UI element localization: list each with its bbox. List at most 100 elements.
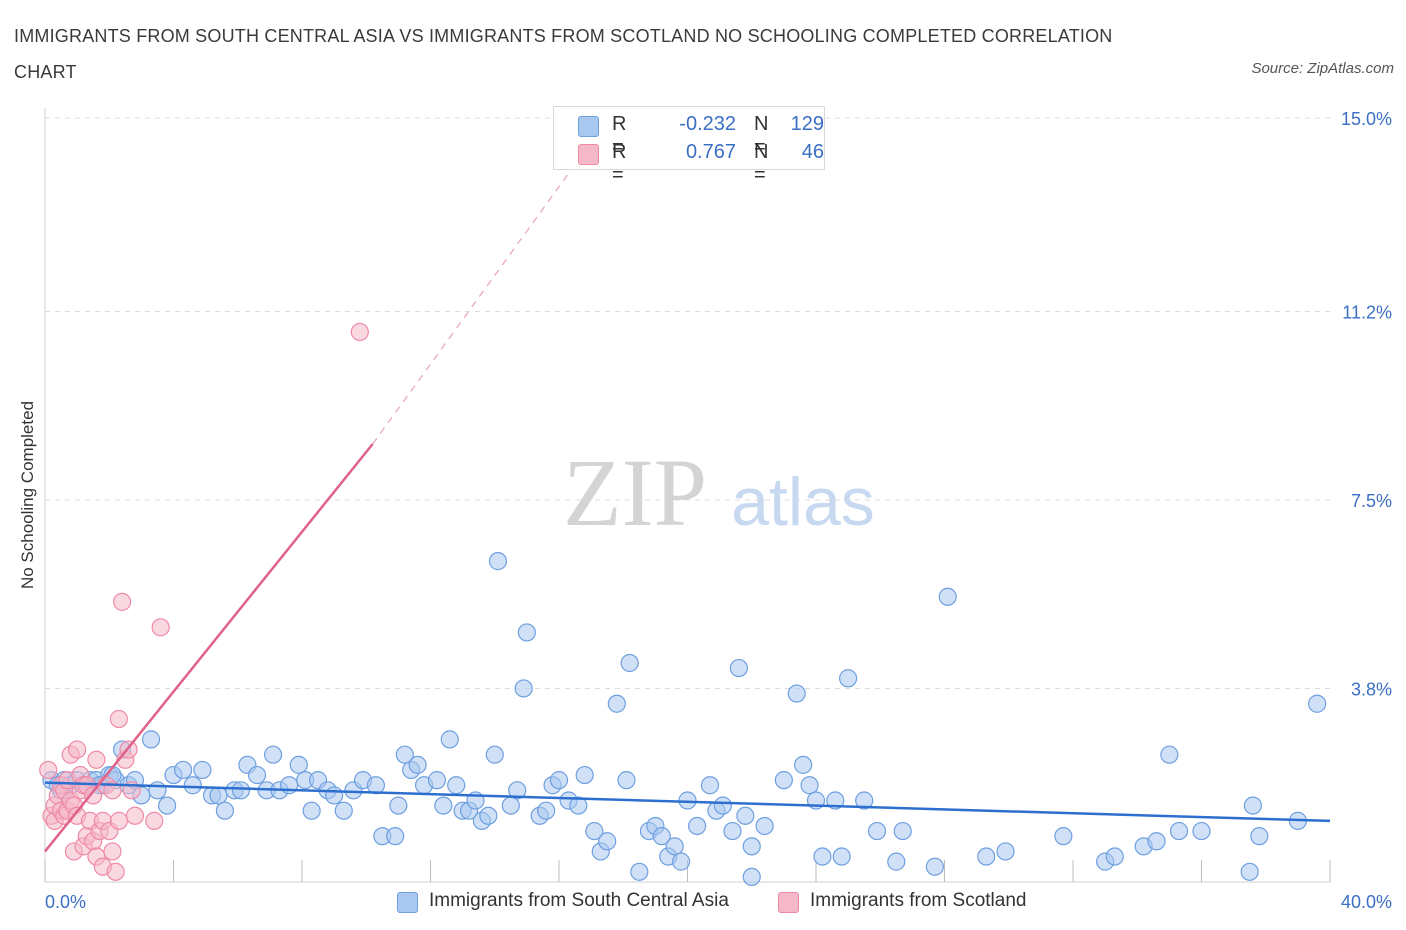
data-point bbox=[855, 791, 874, 810]
data-point bbox=[157, 796, 177, 815]
data-point bbox=[386, 827, 405, 846]
series-pink-points bbox=[39, 322, 369, 881]
data-point bbox=[106, 862, 125, 881]
x-tick-label: 0.0% bbox=[45, 892, 86, 912]
data-point bbox=[723, 821, 742, 841]
data-point bbox=[247, 765, 267, 785]
y-axis-label: No Schooling Completed bbox=[18, 400, 37, 590]
data-point bbox=[488, 552, 508, 571]
data-point bbox=[585, 821, 604, 841]
legend-swatch-pink bbox=[578, 144, 599, 165]
data-point bbox=[109, 709, 128, 729]
legend-r-label: R = bbox=[612, 141, 627, 186]
data-point bbox=[665, 837, 684, 856]
data-point bbox=[1240, 862, 1259, 881]
legend-r-value: -0.232 bbox=[679, 113, 736, 135]
data-point bbox=[1308, 694, 1327, 713]
data-point bbox=[174, 760, 193, 780]
legend-n-value: 46 bbox=[801, 141, 824, 163]
chart-title: IMMIGRANTS FROM SOUTH CENTRAL ASIA VS IM… bbox=[14, 26, 1113, 82]
data-point bbox=[193, 760, 212, 780]
data-point bbox=[569, 796, 588, 815]
data-point bbox=[103, 781, 122, 800]
data-point bbox=[109, 811, 128, 830]
legend-label: Immigrants from South Central Asia bbox=[429, 890, 729, 911]
source-label: Source: ZipAtlas.com bbox=[1251, 60, 1394, 77]
watermark-zip: ZIP bbox=[563, 439, 707, 546]
data-point bbox=[87, 750, 106, 769]
data-point bbox=[688, 816, 707, 836]
data-point bbox=[395, 745, 414, 764]
data-point bbox=[620, 653, 639, 673]
trend-lines bbox=[44, 168, 1331, 853]
data-point bbox=[549, 771, 569, 790]
data-point bbox=[103, 842, 122, 861]
data-point bbox=[427, 771, 447, 790]
legend-swatch-pink bbox=[778, 892, 799, 913]
data-point bbox=[755, 816, 774, 836]
data-point bbox=[575, 765, 594, 785]
data-point bbox=[263, 745, 283, 764]
trend-line-blue bbox=[44, 781, 1331, 823]
data-point bbox=[141, 730, 161, 749]
data-point bbox=[1105, 847, 1124, 866]
data-point bbox=[434, 796, 453, 815]
data-point bbox=[517, 623, 536, 642]
data-point bbox=[598, 832, 617, 851]
data-point bbox=[925, 857, 944, 876]
data-point bbox=[479, 806, 498, 825]
data-point bbox=[112, 592, 132, 611]
data-point bbox=[125, 806, 145, 825]
data-point bbox=[39, 760, 58, 780]
data-point bbox=[887, 852, 906, 871]
trend-line-pink bbox=[44, 443, 374, 853]
data-point bbox=[334, 801, 353, 820]
data-point bbox=[1192, 821, 1211, 841]
data-point bbox=[813, 847, 832, 866]
data-point bbox=[389, 796, 408, 815]
data-point bbox=[938, 587, 957, 606]
y-tick-label: 7.5% bbox=[1351, 491, 1392, 511]
data-point bbox=[617, 771, 636, 790]
x-tick-label: 40.0% bbox=[1341, 892, 1392, 912]
data-point bbox=[148, 781, 167, 800]
data-point bbox=[736, 806, 755, 825]
data-point bbox=[700, 776, 720, 795]
y-tick-label: 15.0% bbox=[1341, 109, 1392, 129]
data-point bbox=[774, 771, 793, 790]
data-point bbox=[151, 618, 170, 637]
data-point bbox=[325, 786, 344, 805]
watermark: ZIP atlas bbox=[563, 439, 875, 546]
data-point bbox=[1160, 745, 1179, 764]
data-point bbox=[1054, 827, 1073, 846]
data-point bbox=[447, 776, 466, 795]
tick-labels: 3.8% 7.5% 11.2% 15.0% 0.0% 40.0% bbox=[45, 109, 1392, 912]
y-tick-label: 11.2% bbox=[1342, 303, 1392, 323]
legend-n-label: N = bbox=[754, 141, 769, 186]
data-point bbox=[183, 776, 202, 795]
series-blue-points bbox=[42, 552, 1327, 887]
data-point bbox=[713, 796, 732, 815]
watermark-atlas: atlas bbox=[731, 464, 875, 540]
grid-lines bbox=[45, 117, 1330, 689]
data-point bbox=[231, 781, 251, 800]
data-point bbox=[145, 811, 164, 830]
data-point bbox=[977, 847, 996, 866]
data-point bbox=[893, 821, 912, 841]
data-point bbox=[839, 669, 858, 688]
data-point bbox=[501, 796, 520, 815]
data-point bbox=[630, 862, 649, 881]
data-point bbox=[1169, 821, 1189, 841]
legend-swatch-blue bbox=[578, 116, 599, 137]
data-point bbox=[84, 786, 103, 805]
data-point bbox=[1147, 832, 1166, 851]
data-point bbox=[1250, 827, 1269, 846]
legend-n-label: N = bbox=[754, 113, 769, 158]
data-point bbox=[671, 852, 691, 871]
data-point bbox=[485, 745, 504, 764]
data-point bbox=[508, 781, 527, 800]
data-point bbox=[652, 827, 671, 846]
stats-legend: R = -0.232 N = 129 R = 0.767 N = 46 bbox=[553, 106, 825, 186]
data-point bbox=[68, 740, 87, 759]
